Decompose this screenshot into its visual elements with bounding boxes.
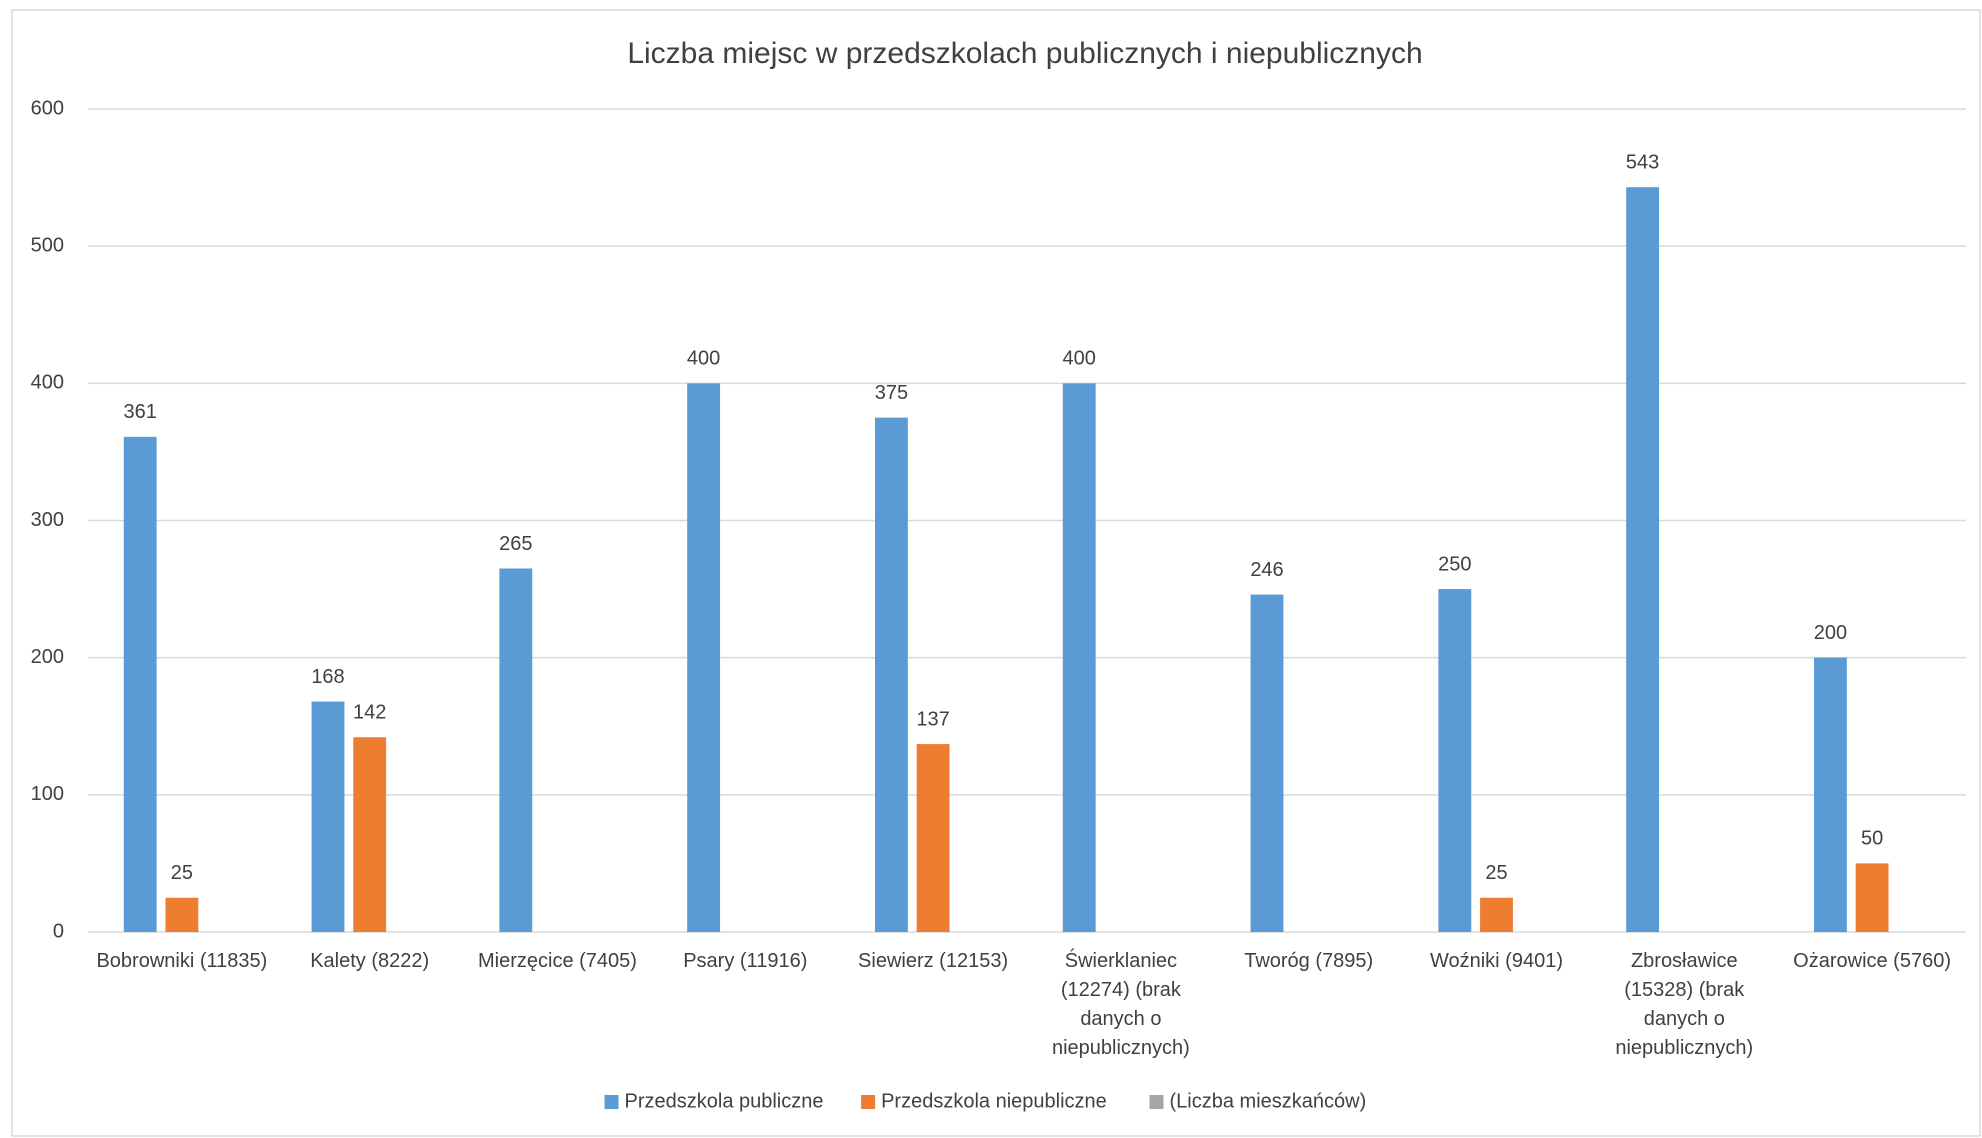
data-label: 50 xyxy=(1861,828,1883,850)
legend-label: Przedszkola niepubliczne xyxy=(881,1090,1107,1112)
y-tick-label: 600 xyxy=(31,97,64,119)
bar xyxy=(687,383,721,932)
data-label: 265 xyxy=(499,533,532,555)
bar xyxy=(123,436,157,932)
bar xyxy=(311,701,345,932)
data-label: 25 xyxy=(171,862,193,884)
data-label: 142 xyxy=(353,702,386,724)
y-tick-label: 500 xyxy=(31,234,64,256)
bar xyxy=(916,744,950,932)
bar xyxy=(353,737,387,932)
data-label: 137 xyxy=(916,708,949,730)
bar xyxy=(499,568,533,932)
x-tick-label: Kalety (8222) xyxy=(310,950,430,972)
data-label: 250 xyxy=(1438,553,1471,575)
bar xyxy=(1438,589,1472,932)
bar xyxy=(1626,187,1660,932)
legend-swatch xyxy=(861,1095,876,1109)
x-tick-label: Świerklaniec (12274) (brak danych o niep… xyxy=(1051,950,1190,1059)
data-label: 168 xyxy=(311,666,344,688)
legend-swatch xyxy=(604,1095,619,1109)
data-label: 375 xyxy=(875,382,908,404)
y-tick-label: 0 xyxy=(53,920,64,942)
x-tick-label: Siewierz (12153) xyxy=(858,950,1009,972)
legend-label: Przedszkola publiczne xyxy=(625,1090,824,1112)
bar xyxy=(165,897,199,932)
data-label: 361 xyxy=(124,401,157,423)
bar xyxy=(1813,657,1847,932)
y-tick-label: 400 xyxy=(31,372,64,394)
y-tick-label: 200 xyxy=(31,646,64,668)
x-tick-label: Woźniki (9401) xyxy=(1429,950,1563,972)
x-tick-label: Ożarowice (5760) xyxy=(1793,950,1951,972)
bar xyxy=(1855,863,1889,932)
data-label: 246 xyxy=(1250,559,1283,581)
x-tick-label: Tworóg (7895) xyxy=(1244,950,1374,972)
bar xyxy=(1250,594,1284,932)
x-tick-label: Mierzęcice (7405) xyxy=(478,950,637,972)
chart-title: Liczba miejsc w przedszkolach publicznyc… xyxy=(627,37,1422,70)
x-tick-label: Zbrosławice (15328) (brak danych o niepu… xyxy=(1615,950,1754,1059)
bar xyxy=(1062,383,1096,932)
bar xyxy=(1480,897,1513,932)
legend-swatch xyxy=(1149,1095,1164,1109)
y-tick-label: 100 xyxy=(31,783,64,805)
legend-label: (Liczba mieszkańców) xyxy=(1170,1090,1367,1112)
x-tick-label: Bobrowniki (11835) xyxy=(96,950,268,972)
x-tick-label: Psary (11916) xyxy=(683,950,808,972)
data-label: 25 xyxy=(1485,862,1507,884)
data-label: 543 xyxy=(1626,151,1659,173)
bar xyxy=(874,417,908,932)
data-label: 200 xyxy=(1814,622,1847,644)
data-label: 400 xyxy=(687,348,720,370)
y-tick-label: 300 xyxy=(31,509,64,531)
data-label: 400 xyxy=(1063,348,1096,370)
